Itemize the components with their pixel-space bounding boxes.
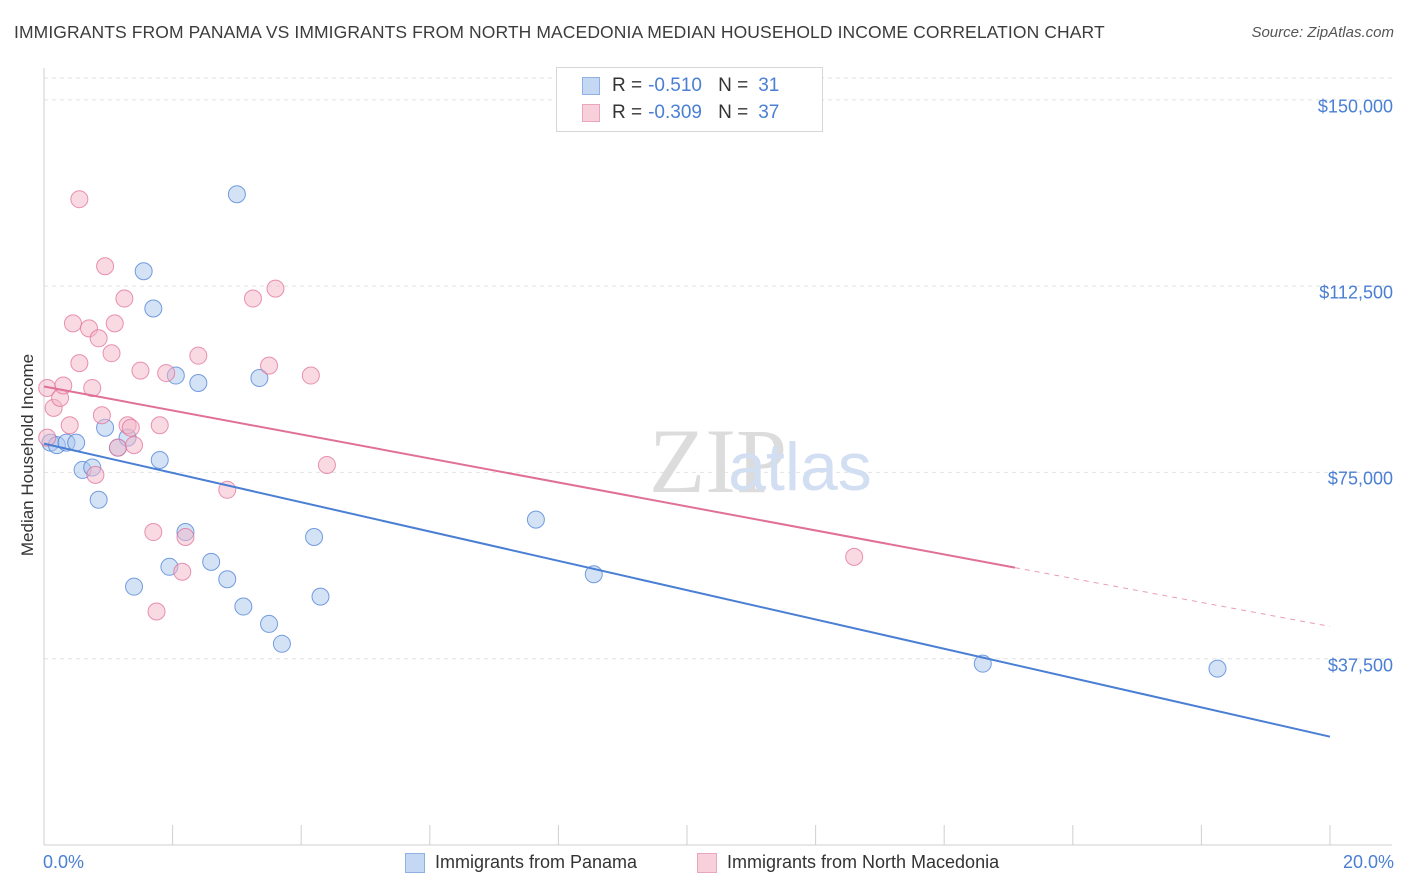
legend-row-panama: R = -0.510 N = 31 <box>557 73 779 99</box>
point-macedonia <box>243 289 262 308</box>
point-panama <box>260 614 279 633</box>
point-macedonia <box>38 428 57 447</box>
y-tick-label: $75,000 <box>1327 468 1393 489</box>
point-macedonia <box>115 289 134 308</box>
point-panama <box>150 451 169 469</box>
series-name-panama: Immigrants from Panama <box>435 852 638 872</box>
point-macedonia <box>63 314 82 333</box>
point-macedonia <box>92 406 111 425</box>
point-panama <box>1208 659 1227 678</box>
point-macedonia <box>189 346 208 365</box>
point-panama <box>272 634 291 653</box>
series-legend-panama: Immigrants from Panama <box>405 852 637 873</box>
point-panama <box>134 262 153 281</box>
point-macedonia <box>121 418 140 437</box>
point-macedonia <box>105 314 124 333</box>
legend-r-value: -0.510 <box>648 75 702 96</box>
point-panama <box>311 587 330 606</box>
series-swatch-panama <box>405 852 425 873</box>
point-macedonia <box>60 416 79 435</box>
point-macedonia <box>70 354 89 373</box>
point-macedonia <box>260 356 279 375</box>
point-macedonia <box>266 279 285 298</box>
legend-n-label: N = <box>718 102 749 123</box>
legend-swatch-macedonia <box>582 104 600 122</box>
point-macedonia <box>845 547 864 566</box>
legend-n-value: 31 <box>758 75 780 96</box>
y-tick-label: $37,500 <box>1327 655 1393 676</box>
point-panama <box>250 369 269 388</box>
source-label: Source: ZipAtlas.com <box>1251 24 1394 41</box>
legend-r-label: R = <box>612 75 643 96</box>
legend-r-value: -0.309 <box>648 102 702 123</box>
series-name-macedonia: Immigrants from North Macedonia <box>727 852 1000 872</box>
point-macedonia <box>317 455 336 474</box>
legend-swatch-panama <box>582 77 600 95</box>
legend-n-value: 37 <box>758 102 780 123</box>
y-tick-label: $112,500 <box>1319 282 1393 303</box>
point-panama <box>227 185 246 204</box>
point-panama <box>234 597 253 616</box>
legend-row-macedonia: R = -0.309 N = 37 <box>557 100 779 126</box>
point-panama <box>189 374 208 392</box>
point-macedonia <box>157 364 176 383</box>
point-macedonia <box>131 361 150 380</box>
gridlines <box>44 77 1392 660</box>
point-macedonia <box>147 602 166 621</box>
trend-lines <box>43 385 1331 738</box>
point-macedonia <box>144 523 163 542</box>
trend-line-panama <box>43 442 1331 738</box>
point-panama <box>218 570 237 589</box>
point-panama <box>144 299 163 318</box>
point-macedonia <box>176 528 195 546</box>
point-macedonia <box>102 344 121 363</box>
point-panama <box>305 528 324 546</box>
watermark-zip: ZIP <box>649 410 787 512</box>
point-macedonia <box>96 257 115 276</box>
stats-legend: R = -0.510 N = 31 R = -0.309 N = 37 <box>556 67 823 132</box>
point-macedonia <box>89 329 108 348</box>
point-macedonia <box>125 436 144 455</box>
series-legend-macedonia: Immigrants from North Macedonia <box>697 852 999 873</box>
legend-n-label: N = <box>718 75 749 96</box>
point-panama <box>125 577 144 596</box>
data-points <box>38 185 1227 678</box>
trend-line-macedonia-dashed <box>1014 567 1331 627</box>
point-macedonia <box>86 465 105 484</box>
point-panama <box>526 510 545 529</box>
y-tick-label: $150,000 <box>1317 96 1393 117</box>
x-tick-label-max: 20.0% <box>1342 852 1394 872</box>
point-macedonia <box>150 416 169 435</box>
trend-line-macedonia <box>43 385 1016 569</box>
watermark-atlas: atlas <box>728 429 872 505</box>
chart-title: IMMIGRANTS FROM PANAMA VS IMMIGRANTS FRO… <box>14 22 1105 42</box>
axes <box>43 68 1392 846</box>
point-macedonia <box>108 438 127 457</box>
point-macedonia <box>301 366 320 385</box>
point-panama <box>202 552 221 571</box>
point-panama <box>89 490 108 509</box>
point-macedonia <box>173 562 192 581</box>
series-swatch-macedonia <box>697 852 717 873</box>
x-tick-label-min: 0.0% <box>43 852 85 872</box>
point-macedonia <box>70 190 89 209</box>
legend-r-label: R = <box>612 102 643 123</box>
